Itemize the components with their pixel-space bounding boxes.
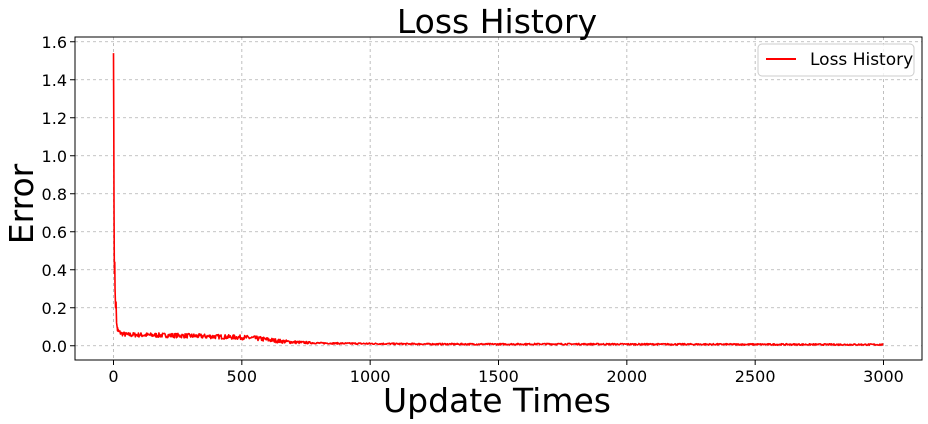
y-tick-label: 0.4 (42, 261, 67, 280)
x-axis-ticks: 0 500 1000 1500 2000 2500 3000 (108, 360, 904, 386)
y-tick-label: 0.8 (42, 185, 67, 204)
legend-label: Loss History (810, 50, 913, 70)
y-tick-label: 0.2 (42, 299, 67, 318)
x-tick-label: 1500 (478, 367, 519, 386)
series-line-loss-history (112, 53, 884, 347)
x-tick-label: 3000 (863, 367, 904, 386)
chart-title: Loss History (397, 2, 597, 41)
x-tick-label: 2500 (735, 367, 776, 386)
y-axis-ticks: 0.0 0.2 0.4 0.6 0.8 1.0 1.2 1.4 1.6 (42, 33, 75, 356)
x-tick-label: 1000 (350, 367, 391, 386)
y-tick-label: 1.0 (42, 147, 67, 166)
x-axis-title: Update Times (383, 381, 611, 420)
y-axis-title: Error (2, 163, 41, 244)
legend-box (757, 43, 915, 77)
legend: Loss History (757, 43, 915, 77)
y-tick-label: 0.0 (42, 337, 67, 356)
x-tick-label: 0 (108, 367, 118, 386)
x-tick-label: 2000 (606, 367, 647, 386)
series-layer (112, 53, 884, 347)
y-tick-label: 1.4 (42, 71, 67, 90)
y-tick-label: 1.6 (42, 33, 67, 52)
x-tick-label: 500 (227, 367, 258, 386)
y-tick-label: 1.2 (42, 109, 67, 128)
y-tick-label: 0.6 (42, 223, 67, 242)
